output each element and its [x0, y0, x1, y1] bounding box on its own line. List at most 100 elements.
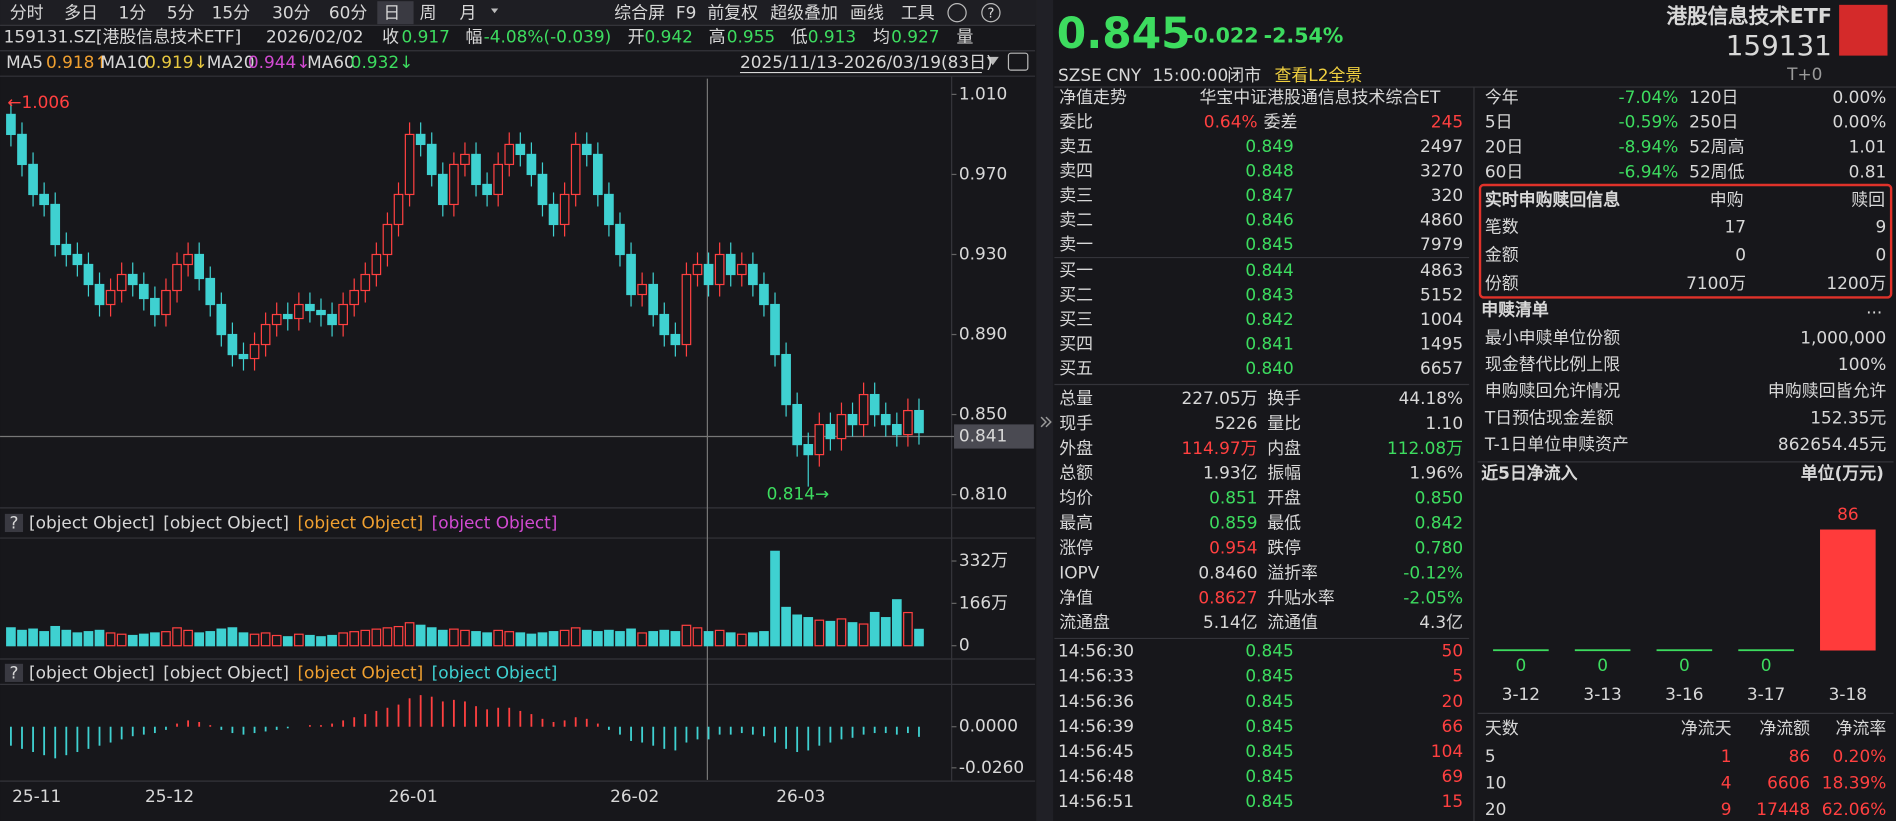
- stat-label: 振幅: [1267, 463, 1301, 483]
- book-price: 0.848: [1245, 161, 1293, 181]
- info-open-label: 开: [628, 26, 645, 46]
- info-high-label: 高: [709, 26, 726, 46]
- high-annotation: ←1.006: [7, 92, 70, 112]
- volume-bar: [714, 629, 725, 647]
- volume-bar: [637, 632, 647, 647]
- candle-body: [437, 173, 448, 206]
- nav-trend[interactable]: 净值走势: [1059, 87, 1127, 107]
- tick-time: 14:56:39: [1058, 716, 1134, 736]
- volume-bar: [748, 632, 758, 647]
- stat-value: 1.93亿: [1203, 463, 1258, 483]
- period-tab[interactable]: 60分: [329, 2, 368, 22]
- candle-body: [703, 263, 714, 286]
- tick-price: 0.845: [1245, 641, 1293, 661]
- more-button[interactable]: ...: [1866, 297, 1882, 317]
- legend-entry: [object Object]: [29, 513, 155, 533]
- candle-body: [271, 313, 282, 326]
- volume-bar: [504, 631, 515, 647]
- period-tab[interactable]: 30分: [272, 2, 311, 22]
- period-tab[interactable]: 周: [420, 2, 437, 22]
- volume-bar: [271, 634, 282, 647]
- stat-value: -0.12%: [1403, 562, 1463, 582]
- period-tab[interactable]: 月: [460, 2, 477, 22]
- volume-bar: [792, 614, 803, 647]
- volume-bar: [781, 606, 791, 647]
- volume-bar: [604, 629, 614, 647]
- x-tick-label: 3-16: [1665, 684, 1703, 704]
- volume-bar: [759, 631, 769, 647]
- return-label: 52周低: [1689, 161, 1744, 181]
- volume-bar: [482, 632, 492, 647]
- tick-price: 0.845: [1245, 766, 1293, 786]
- book-price: 0.844: [1245, 260, 1293, 280]
- date-range[interactable]: 2025/11/13-2026/03/19(83日): [740, 52, 993, 72]
- period-tab[interactable]: 分时: [10, 2, 44, 22]
- book-volume: 5152: [1420, 284, 1463, 304]
- range-dropdown[interactable]: [986, 56, 999, 66]
- stat-value: 114.97万: [1181, 438, 1257, 458]
- candle-body: [294, 303, 304, 320]
- volume-bar: [249, 633, 260, 647]
- candle-body: [914, 409, 924, 434]
- candle-body: [282, 313, 293, 320]
- info-change: -4.08%(-0.039): [484, 26, 612, 46]
- info-change-label: 幅: [466, 26, 483, 46]
- candle-body: [471, 153, 481, 186]
- tool-button[interactable]: 前复权: [707, 2, 758, 22]
- collapse-chevron[interactable]: [1040, 416, 1052, 428]
- ma-value: 0.944↓: [248, 52, 311, 72]
- info-low-label: 低: [791, 26, 808, 46]
- candle-body: [415, 133, 426, 146]
- legend-entry: [object Object]: [297, 662, 423, 682]
- volume-bar: [50, 625, 61, 647]
- gear-icon[interactable]: [947, 3, 967, 23]
- candle-body: [150, 297, 160, 316]
- book-level: 买三: [1059, 309, 1093, 329]
- candle-body: [205, 277, 216, 306]
- volume-bar: [382, 627, 393, 647]
- tool-button[interactable]: 工具: [901, 2, 935, 22]
- volume-bar: [593, 631, 603, 647]
- row-value: 862654.45元: [1778, 434, 1886, 454]
- book-volume: 3270: [1420, 161, 1463, 181]
- book-volume: 1495: [1420, 333, 1463, 353]
- row-label: 最小申赎单位份额: [1485, 328, 1620, 348]
- tool-button[interactable]: F9: [676, 2, 696, 22]
- help-icon[interactable]: ?: [9, 513, 18, 533]
- period-tab[interactable]: 5分: [167, 2, 195, 22]
- period-tab[interactable]: 1分: [119, 2, 147, 22]
- last-price-label: 0.841: [959, 425, 1007, 445]
- wp-icon[interactable]: [1007, 52, 1029, 71]
- stat-label: 最低: [1267, 513, 1301, 533]
- candle-body: [903, 409, 913, 436]
- period-tab[interactable]: 日: [383, 2, 400, 22]
- tick-volume: 50: [1442, 641, 1464, 661]
- tool-button[interactable]: 画线: [850, 2, 884, 22]
- help-icon[interactable]: ?: [9, 662, 18, 682]
- return-label: 250日: [1689, 112, 1738, 132]
- y-tick-label: 0.930: [959, 243, 1007, 263]
- volume-bar: [227, 627, 238, 647]
- x-tick-label: 26-01: [389, 786, 438, 806]
- volume-bar: [670, 631, 681, 647]
- help-circle[interactable]: [981, 3, 1001, 23]
- volume-bar: [183, 629, 193, 647]
- fund-code: 159131: [1726, 29, 1832, 62]
- dropdown-arrow[interactable]: [490, 8, 499, 14]
- tick-volume: 5: [1452, 666, 1463, 686]
- period-tab[interactable]: 多日: [64, 2, 98, 22]
- period-tab[interactable]: 15分: [212, 2, 251, 22]
- help-icon[interactable]: ?: [987, 6, 994, 21]
- volume-bar: [493, 629, 504, 647]
- y-tick-label: 0.970: [959, 163, 1007, 183]
- volume-bar: [138, 633, 149, 647]
- candle-body: [593, 153, 603, 196]
- tool-button[interactable]: 超级叠加: [770, 2, 838, 22]
- quote-l2[interactable]: 查看L2全景: [1274, 65, 1362, 85]
- book-level: 买四: [1059, 333, 1093, 353]
- tool-button[interactable]: 综合屏: [614, 2, 665, 22]
- row-label: T-1日单位申赎资产: [1484, 434, 1629, 454]
- return-value: 0.81: [1849, 161, 1887, 181]
- stat-label: 净值: [1059, 587, 1093, 607]
- volume-bar: [238, 632, 249, 647]
